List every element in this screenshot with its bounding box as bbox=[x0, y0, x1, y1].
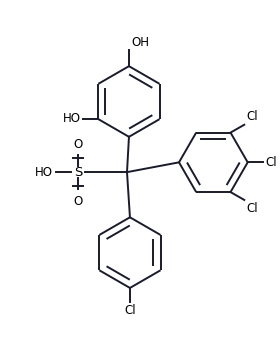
Text: Cl: Cl bbox=[265, 156, 277, 169]
Text: Cl: Cl bbox=[246, 110, 258, 123]
Text: Cl: Cl bbox=[124, 303, 136, 317]
Text: HO: HO bbox=[34, 166, 52, 179]
Text: O: O bbox=[73, 138, 83, 150]
Text: Cl: Cl bbox=[246, 202, 258, 215]
Text: OH: OH bbox=[131, 36, 149, 49]
Text: O: O bbox=[73, 195, 83, 208]
Text: S: S bbox=[74, 166, 82, 179]
Text: HO: HO bbox=[63, 112, 81, 125]
